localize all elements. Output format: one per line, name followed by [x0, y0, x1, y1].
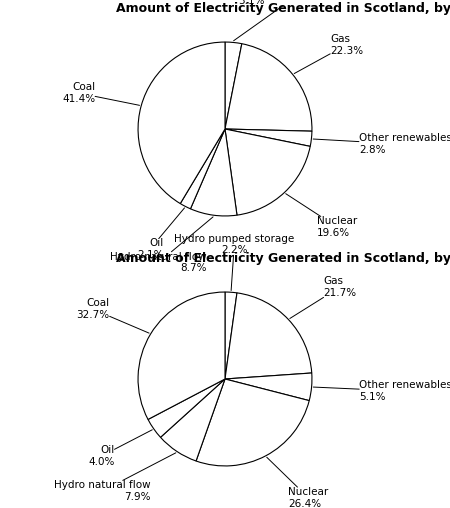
Wedge shape: [225, 129, 310, 215]
Text: Coal
41.4%: Coal 41.4%: [62, 82, 140, 105]
Text: Hydro pumped storage
2.2%: Hydro pumped storage 2.2%: [174, 234, 294, 291]
Wedge shape: [190, 129, 237, 216]
Wedge shape: [225, 42, 242, 129]
Wedge shape: [148, 379, 225, 437]
Text: Coal
32.7%: Coal 32.7%: [76, 299, 149, 333]
Text: Oil
2.1%: Oil 2.1%: [137, 208, 184, 260]
Text: Amount of Electricity Generated in Scotland, by Energy Source for Last Year: Amount of Electricity Generated in Scotl…: [116, 252, 450, 265]
Text: Other renewables
2.8%: Other renewables 2.8%: [313, 134, 450, 155]
Text: Gas
22.3%: Gas 22.3%: [294, 34, 363, 74]
Wedge shape: [225, 293, 312, 379]
Wedge shape: [138, 42, 225, 204]
Wedge shape: [225, 129, 312, 146]
Text: Gas
21.7%: Gas 21.7%: [290, 276, 357, 319]
Wedge shape: [225, 44, 312, 131]
Text: Other renewables
5.1%: Other renewables 5.1%: [313, 380, 450, 402]
Wedge shape: [138, 292, 225, 420]
Wedge shape: [161, 379, 225, 461]
Text: Hydro pumped storage
3.1%: Hydro pumped storage 3.1%: [234, 0, 358, 41]
Text: Hydro natural flow
8.7%: Hydro natural flow 8.7%: [110, 217, 213, 273]
Wedge shape: [196, 379, 309, 466]
Text: Oil
4.0%: Oil 4.0%: [88, 430, 152, 467]
Text: Amount of Electricity Generated in Scotland, by Energy Source for 20 Years Ago: Amount of Electricity Generated in Scotl…: [116, 2, 450, 15]
Text: Hydro natural flow
7.9%: Hydro natural flow 7.9%: [54, 453, 176, 502]
Wedge shape: [225, 373, 312, 401]
Wedge shape: [225, 292, 237, 379]
Wedge shape: [180, 129, 225, 209]
Text: Nuclear
19.6%: Nuclear 19.6%: [286, 194, 357, 238]
Text: Nuclear
26.4%: Nuclear 26.4%: [267, 457, 328, 508]
